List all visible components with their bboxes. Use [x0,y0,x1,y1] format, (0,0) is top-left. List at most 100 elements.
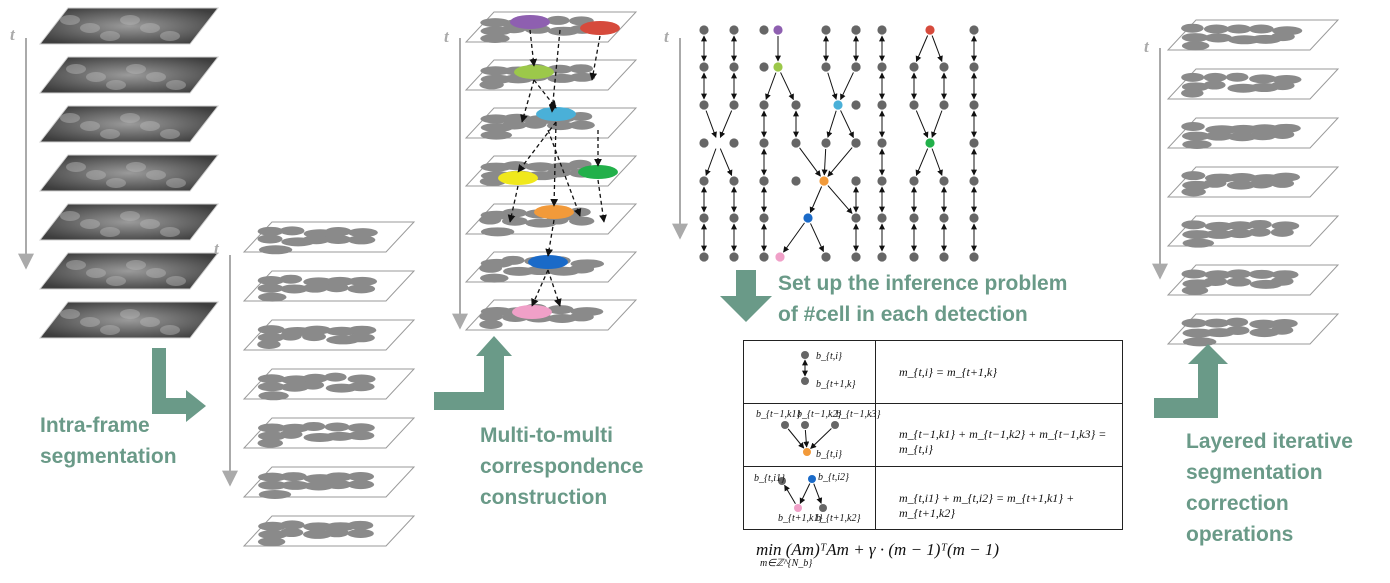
cell-blob [80,219,100,229]
cell-segment [257,275,285,285]
mini-node [808,475,816,483]
cell-segment [1270,178,1295,188]
cell-segment [302,332,326,342]
cell-segment [1204,131,1234,141]
raw-frame [38,105,220,143]
cell-blob [166,276,186,286]
raw-frame [38,203,220,241]
cell-segment [347,228,378,238]
graph-node [877,213,887,223]
cell-segment [1203,24,1230,34]
cell-segment [324,283,349,293]
table-divider [875,341,876,529]
cell-blob [146,268,166,278]
cell-segment [1182,131,1211,141]
cell-blob [106,80,126,90]
label-line: correspondence [480,455,644,478]
cell-segment [1181,171,1206,181]
cell-blob [120,309,140,319]
cell-segment [1271,318,1298,328]
cell-segment [324,480,352,490]
node-label: b_{t,i2} [818,472,850,483]
cell-segment [1181,285,1209,295]
equation-one-to-one: m_{t,i} = m_{t+1,k} [899,365,998,379]
objective-text: min (Am)ᵀAm + γ · (m − 1)ᵀ(m − 1) [756,540,1000,559]
cell-segment [257,438,283,448]
time-label: t [664,27,670,46]
cell-segment [1181,318,1208,328]
graph-edge [783,222,805,253]
graph-node [803,213,813,223]
cell-segment [568,64,594,74]
cell-blob [146,72,166,82]
graph-edge [827,147,853,177]
cell-segment [1226,229,1254,239]
cell-segment [1270,276,1294,286]
raw-frame [38,56,220,94]
cell-segment [347,235,376,245]
cell-blob [166,178,186,188]
cell-segment [279,429,303,439]
tracked-cell [512,305,552,319]
graph-node [925,25,935,35]
cell-segment [1271,270,1299,280]
graph-node [775,252,785,262]
graph-edge [915,110,929,139]
label-inference-problem: Set up the inference problem of #cell in… [778,268,1067,330]
cell-segment [279,528,304,538]
cell-segment [257,374,286,384]
cell-segment [1270,32,1295,42]
cell-segment [347,423,375,433]
graph-node [699,213,709,223]
graph-node [877,138,887,148]
cell-segment [257,339,281,349]
mini-edge [810,428,832,449]
cell-blob [60,113,80,123]
graph-node [939,213,949,223]
cell-segment [569,264,595,274]
node-label: b_{t−1,k2} [797,409,842,420]
cell-blob [140,317,160,327]
correspondence-arrow [547,269,562,307]
graph-node [909,252,919,262]
cell-segment [1248,219,1272,229]
label-line: operations [1186,523,1294,546]
cell-segment [480,227,515,237]
graph-node [759,25,769,35]
node-label: b_{t−1,k1} [756,409,801,420]
label-line: of #cell in each detection [778,303,1028,326]
cell-segment [347,284,376,294]
cell-segment [480,33,510,43]
cell-segment [546,305,574,315]
cell-segment [1225,72,1249,82]
cell-segment [1203,277,1228,287]
cell-segment [302,283,328,293]
graph-node [969,176,979,186]
graph-edge [719,110,733,139]
cell-segment [324,422,350,432]
cell-segment [1226,24,1252,34]
mini-node [801,377,809,385]
cell-segment [258,292,287,302]
graph-node [851,252,861,262]
correspondence-arrow [589,35,601,81]
graph-edge [931,148,943,176]
cell-segment [1248,227,1271,237]
cell-segment [525,162,556,172]
equation-swap: m_{t,i1} + m_{t,i2} = m_{t+1,k1} + m_{t+… [899,491,1075,520]
cell-segment [1249,124,1280,134]
cell-blob [86,72,106,82]
cell-blob [80,317,100,327]
cell-segment [347,472,375,482]
cell-segment [347,325,377,335]
cell-segment [279,520,305,530]
label-line: segmentation [1186,461,1323,484]
cell-segment [258,489,292,499]
graph-node [909,213,919,223]
graph-edge [799,147,821,177]
graph-node [819,176,829,186]
cell-segment [479,215,502,225]
correspondence-frame [464,299,638,331]
cell-segment [547,121,574,131]
cell-blob [120,211,140,221]
